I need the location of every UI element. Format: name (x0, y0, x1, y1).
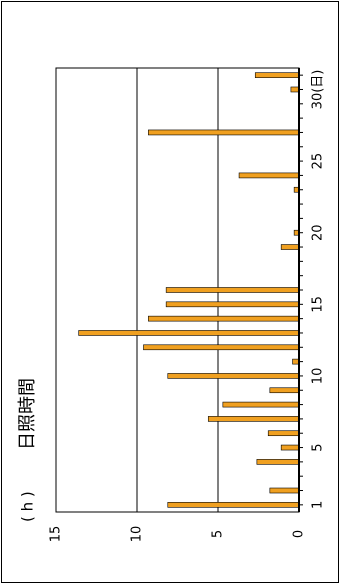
bar-day-14 (148, 315, 300, 322)
bar-day-12 (143, 344, 300, 351)
x-tick-label-5: 5 (311, 443, 326, 451)
bar-day-7 (207, 416, 300, 422)
bar-day-31 (254, 72, 300, 78)
y-axis-label: 日照時間 (17, 378, 38, 450)
x-tick-label-20: 20 (311, 224, 326, 241)
x-tick-label-1: 1 (311, 501, 326, 509)
bar-day-16 (165, 287, 300, 293)
x-tick-label-15: 15 (311, 296, 326, 313)
bar-day-9 (269, 387, 300, 394)
y-tick-label-10: 10 (130, 526, 145, 543)
bar-day-19 (280, 244, 300, 250)
y-tick-label-15: 15 (49, 526, 64, 543)
bar-day-10 (167, 373, 300, 379)
bar-day-15 (165, 301, 300, 308)
bar-day-27 (148, 129, 300, 136)
bar-day-6 (267, 430, 300, 437)
y-axis-ticks: 0 5 10 15 (49, 526, 307, 543)
y-axis-unit: ( h ) (19, 491, 37, 522)
bar-day-13 (78, 330, 300, 336)
x-tick-label-10: 10 (311, 368, 326, 385)
bar-day-8 (222, 401, 300, 408)
y-tick-label-0: 0 (292, 530, 307, 538)
bar-day-30 (290, 86, 300, 93)
x-tick-label-30: 30(日) (311, 70, 326, 110)
bar-day-5 (280, 444, 300, 451)
bars (78, 72, 300, 508)
bar-day-24 (238, 172, 300, 179)
bar-day-4 (256, 459, 300, 465)
bar-day-2 (269, 487, 300, 494)
y-tick-label-5: 5 (211, 530, 226, 538)
bar-day-1 (167, 502, 300, 508)
x-tick-label-25: 25 (311, 153, 326, 170)
